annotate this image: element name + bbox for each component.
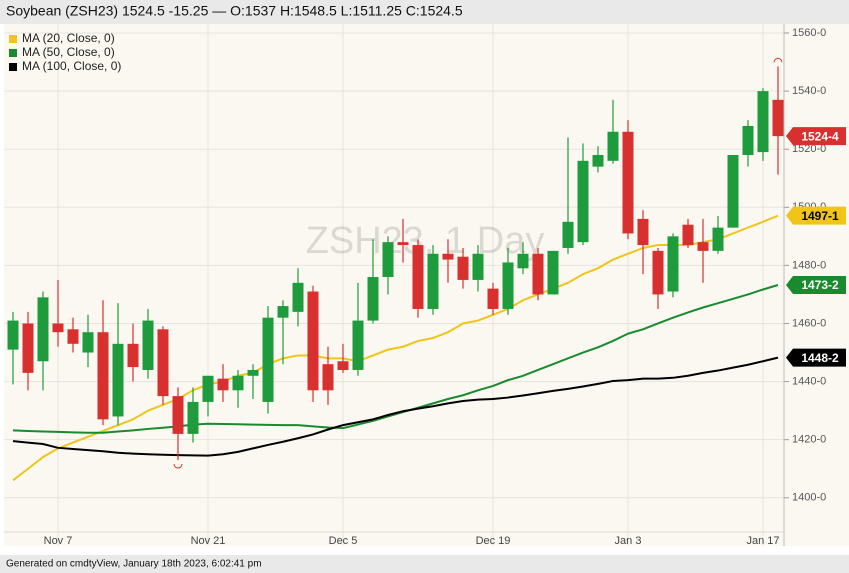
candle-body [442,253,454,260]
legend-label: MA (50, Close, 0) [22,45,115,59]
legend-swatch [9,49,17,57]
legend-swatch [9,63,17,71]
candle-body [127,343,139,368]
x-tick-label: Nov 7 [44,535,73,547]
candle-body [532,253,544,295]
candle-body [487,288,499,309]
candle-body [172,396,184,434]
candle-body [397,242,409,246]
y-tick-label: 1420-0 [792,434,826,446]
low-marker [173,463,183,469]
candle-body [337,361,349,370]
candle-body [637,218,649,246]
y-tick-label: 1540-0 [792,85,826,97]
legend-label: MA (20, Close, 0) [22,31,115,45]
candle-body [262,317,274,402]
candle-body [382,242,394,278]
price-label-box [786,276,846,294]
x-tick-label: Dec 19 [476,535,511,547]
candle-body [622,131,634,234]
y-tick-label: 1520-0 [792,143,826,155]
candle-body [7,320,19,350]
candle-body [187,401,199,434]
ma-line [12,214,779,482]
candle-body [157,329,169,397]
candle-body [22,323,34,373]
chart-title: Soybean (ZSH23) 1524.5 -15.25 — O:1537 H… [6,3,463,19]
candle-body [112,343,124,417]
candle-body [367,277,379,321]
candle-body [577,160,589,243]
price-label-box [786,206,846,225]
x-tick-label: Jan 3 [615,535,642,547]
candle-body [277,306,289,318]
price-label-box [786,348,846,367]
ma-line [12,356,779,457]
y-tick-label: 1480-0 [792,259,826,271]
watermark: ZSH23, 1 Day [306,220,545,262]
candle-body [202,375,214,402]
candle-body [712,227,724,251]
candle-body [322,364,334,391]
price-label: 1448-2 [801,351,839,365]
candle-body [217,378,229,391]
candle-body [772,99,784,137]
y-tick-label: 1560-0 [792,27,826,39]
candle-body [562,221,574,248]
candle-body [652,250,664,295]
candle-body [667,236,679,292]
candle-body [97,332,109,420]
candle-body [592,155,604,167]
y-tick-label: 1460-0 [792,317,826,329]
x-tick-label: Nov 21 [191,535,226,547]
candle-body [247,369,259,376]
candle-body [67,329,79,344]
ma-line [12,284,779,434]
candle-body [682,224,694,246]
footer-bar [0,555,849,573]
candle-body [352,320,364,370]
candle-body [742,125,754,156]
candle-body [547,250,559,295]
high-marker [773,57,783,63]
header-bar [0,0,849,24]
candle-body [292,282,304,312]
candle-body [502,262,514,309]
candle-body [757,91,769,153]
candle-body [607,131,619,161]
price-label-box [786,127,846,146]
plot-area [4,24,784,546]
candle-body [412,245,424,309]
price-label: 1497-1 [801,209,839,223]
candle-body [307,291,319,391]
x-tick-label: Dec 5 [329,535,358,547]
candle-body [82,332,94,353]
candle-body [142,320,154,370]
candle-body [517,253,529,269]
price-label: 1473-2 [801,278,839,292]
candle-body [427,253,439,309]
candle-body [37,297,49,362]
x-tick-label: Jan 17 [746,535,779,547]
legend-label: MA (100, Close, 0) [22,59,121,73]
y-tick-label: 1440-0 [792,375,826,387]
footer: Generated on cmdtyView, January 18th 202… [6,559,262,570]
price-label: 1524-4 [801,129,839,143]
candle-body [52,323,64,333]
legend-swatch [9,35,17,43]
y-tick-label: 1400-0 [792,492,826,504]
candle-body [472,253,484,280]
candle-body [727,155,739,228]
candle-body [232,375,244,391]
candle-body [697,242,709,251]
candle-body [457,256,469,280]
